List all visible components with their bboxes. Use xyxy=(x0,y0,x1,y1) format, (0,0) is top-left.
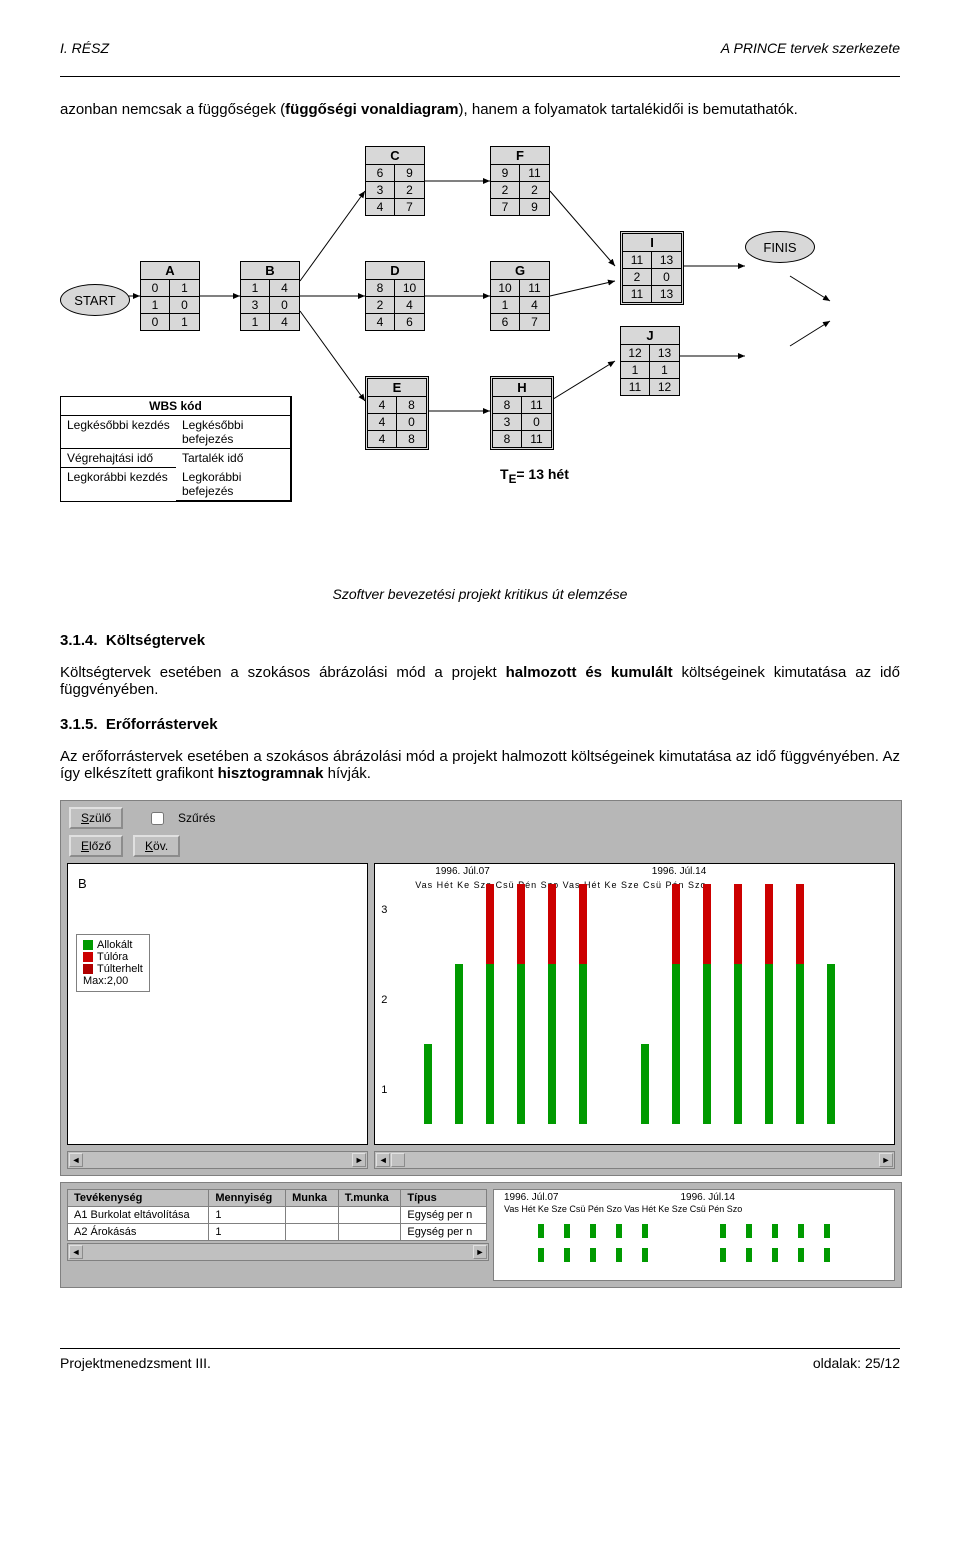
gantt-day-labels: Vas Hét Ke Sze Csü Pén Szo Vas Hét Ke Sz… xyxy=(504,1204,742,1214)
node-i: I 1113 20 1113 xyxy=(620,231,684,305)
section-315-title: 3.1.5. Erőforrástervek xyxy=(60,716,900,733)
node-e: E 48 40 48 xyxy=(365,376,429,450)
intro-pre: azonban nemcsak a függőségek ( xyxy=(60,101,285,118)
node-h: H 811 30 811 xyxy=(490,376,554,450)
legend-title: WBS kód xyxy=(61,397,291,416)
node-b: B 14 30 14 xyxy=(240,261,300,331)
right-scroll[interactable]: ◄► xyxy=(374,1151,895,1169)
intro-paragraph: azonban nemcsak a függőségek (függőségi … xyxy=(60,101,900,118)
table-scroll[interactable]: ◄► xyxy=(67,1243,489,1261)
node-j: J 1213 11 1112 xyxy=(620,326,680,396)
section-315-body: Az erőforrástervek esetében a szokásos á… xyxy=(60,748,900,782)
section-314-title: 3.1.4. Költségtervek xyxy=(60,632,900,649)
header-left: I. RÉSZ xyxy=(60,40,109,56)
node-d: D 810 24 46 xyxy=(365,261,425,331)
footer-left: Projektmenedzsment III. xyxy=(60,1355,211,1371)
szures-checkbox[interactable] xyxy=(151,812,164,825)
histogram-bars xyxy=(415,904,884,1124)
gantt-panel: 1996. Júl.07 1996. Júl.14 Vas Hét Ke Sze… xyxy=(493,1189,895,1281)
left-scroll[interactable]: ◄► xyxy=(67,1151,368,1169)
header-right: A PRINCE tervek szerkezete xyxy=(721,40,900,56)
intro-bold: függőségi vonaldiagram xyxy=(285,101,458,118)
gantt-bars xyxy=(504,1222,884,1270)
te-label: TE= 13 hét xyxy=(500,466,569,486)
task-table-screenshot: TevékenységMennyiségMunkaT.munkaTípus A1… xyxy=(60,1182,902,1288)
finis-node-top: FINIS xyxy=(745,231,815,263)
node-a: A 01 10 01 xyxy=(140,261,200,331)
kov-button[interactable]: Köv. xyxy=(133,835,180,857)
series-label-b: B xyxy=(78,876,87,891)
network-diagram: START A 01 10 01 B 14 30 14 C 69 32 47 xyxy=(60,136,900,556)
histogram-legend: Allokált Túlóra Túlterhelt Max:2,00 xyxy=(76,934,150,992)
section-314-body: Költségtervek esetében a szokásos ábrázo… xyxy=(60,664,900,698)
histogram-panel: 1996. Júl.07 1996. Júl.14 Vas Hét Ke Sze… xyxy=(374,863,895,1145)
left-panel: B Allokált Túlóra Túlterhelt Max:2,00 xyxy=(67,863,368,1145)
szulo-button[interactable]: SSzülőzülő xyxy=(69,807,123,829)
szures-label: Szűrés xyxy=(178,811,215,825)
node-f: F 911 22 79 xyxy=(490,146,550,216)
node-c: C 69 32 47 xyxy=(365,146,425,216)
start-node: START xyxy=(60,284,130,316)
footer-right: oldalak: 25/12 xyxy=(813,1355,900,1371)
histogram-screenshot: SSzülőzülő Szűrés Előző Köv. B Allokált … xyxy=(60,800,902,1176)
header-rule xyxy=(60,76,900,77)
node-g: G 1011 14 67 xyxy=(490,261,550,331)
intro-post: ), hanem a folyamatok tartalékidői is be… xyxy=(459,101,798,118)
diagram-legend: WBS kód Legkésőbbi kezdésLegkésőbbi befe… xyxy=(60,396,292,502)
diagram-caption: Szoftver bevezetési projekt kritikus út … xyxy=(60,586,900,602)
node-a-title: A xyxy=(141,262,199,280)
elozo-button[interactable]: Előző xyxy=(69,835,123,857)
task-table: TevékenységMennyiségMunkaT.munkaTípus A1… xyxy=(67,1189,487,1241)
